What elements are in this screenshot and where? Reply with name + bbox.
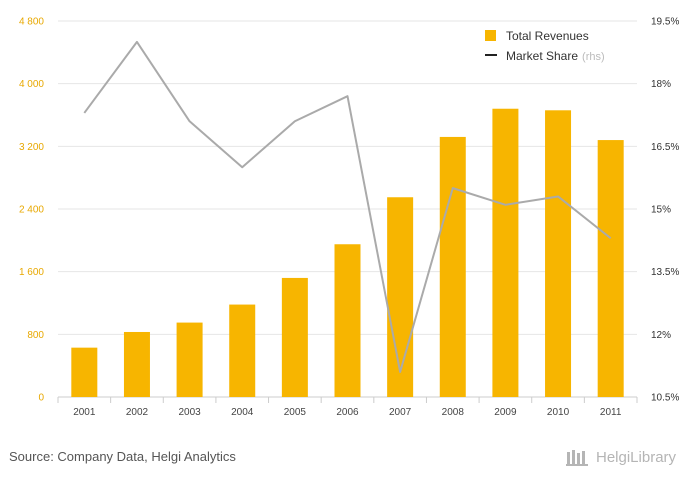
y-right-tick-label: 13.5% (651, 267, 679, 278)
line-market-share (83, 40, 612, 373)
bar-total-revenues (545, 110, 572, 398)
y-left-tick-label: 4 800 (19, 17, 44, 28)
legend-swatch-total-revenues (485, 30, 496, 41)
x-tick-label: 2009 (494, 407, 517, 418)
bar-total-revenues (387, 197, 414, 397)
y-left-tick-label: 0 (38, 393, 44, 404)
x-tick-label: 2011 (600, 407, 622, 418)
y-right-tick-label: 19.5% (651, 17, 679, 28)
legend-label-market-share: Market Share (rhs) (506, 49, 605, 63)
x-tick-label: 2007 (389, 407, 412, 418)
logo-text: HelgiLibrary (596, 448, 677, 466)
bar-total-revenues (281, 277, 308, 397)
y-left-tick-label: 800 (27, 330, 44, 341)
y-left-tick-label: 4 000 (19, 79, 44, 90)
legend-series-name: Market Share (506, 49, 578, 63)
bar-total-revenues (71, 347, 98, 397)
helgi-library-logo[interactable]: HelgiLibrary (566, 448, 676, 466)
x-tick-label: 2002 (126, 407, 149, 418)
y-left-tick-label: 1 600 (19, 267, 44, 278)
y-right-tick-label: 15% (651, 205, 671, 216)
y-left-tick-label: 3 200 (19, 142, 44, 153)
bar-total-revenues (176, 322, 203, 397)
bar-total-revenues (597, 140, 624, 398)
x-tick-label: 2006 (336, 407, 359, 418)
bar-total-revenues (334, 244, 361, 397)
x-tick-label: 2010 (547, 407, 570, 418)
x-tick-label: 2003 (178, 407, 201, 418)
y-right-tick-label: 10.5% (651, 393, 679, 404)
x-tick-label: 2005 (284, 407, 307, 418)
library-icon (566, 450, 588, 466)
y-right-tick-label: 12% (651, 330, 671, 341)
y-right-tick-label: 18% (651, 79, 671, 90)
x-tick-label: 2008 (442, 407, 465, 418)
y-left-tick-label: 2 400 (19, 205, 44, 216)
bar-total-revenues (123, 331, 150, 397)
legend-series-suffix: (rhs) (582, 51, 605, 63)
y-right-tick-label: 16.5% (651, 142, 679, 153)
legend-label-total-revenues: Total Revenues (506, 29, 589, 43)
x-tick-label: 2004 (231, 407, 254, 418)
source-note: Source: Company Data, Helgi Analytics (9, 449, 236, 464)
bar-total-revenues (229, 304, 256, 397)
x-tick-label: 2001 (73, 407, 96, 418)
bar-total-revenues (492, 108, 519, 397)
bar-total-revenues (439, 136, 466, 397)
